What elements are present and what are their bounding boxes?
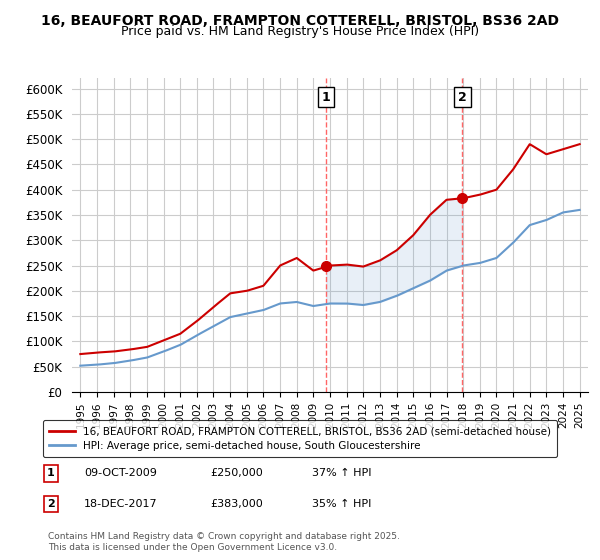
Text: £383,000: £383,000 xyxy=(210,499,263,509)
Text: 35% ↑ HPI: 35% ↑ HPI xyxy=(312,499,371,509)
Text: 16, BEAUFORT ROAD, FRAMPTON COTTERELL, BRISTOL, BS36 2AD: 16, BEAUFORT ROAD, FRAMPTON COTTERELL, B… xyxy=(41,14,559,28)
Text: 1: 1 xyxy=(322,91,331,104)
Text: 37% ↑ HPI: 37% ↑ HPI xyxy=(312,468,371,478)
Text: Price paid vs. HM Land Registry's House Price Index (HPI): Price paid vs. HM Land Registry's House … xyxy=(121,25,479,38)
Text: £250,000: £250,000 xyxy=(210,468,263,478)
Text: 18-DEC-2017: 18-DEC-2017 xyxy=(84,499,158,509)
Text: 1: 1 xyxy=(47,468,55,478)
Legend: 16, BEAUFORT ROAD, FRAMPTON COTTERELL, BRISTOL, BS36 2AD (semi-detached house), : 16, BEAUFORT ROAD, FRAMPTON COTTERELL, B… xyxy=(43,420,557,457)
Text: 09-OCT-2009: 09-OCT-2009 xyxy=(84,468,157,478)
Text: 2: 2 xyxy=(47,499,55,509)
Text: 2: 2 xyxy=(458,91,467,104)
Text: Contains HM Land Registry data © Crown copyright and database right 2025.
This d: Contains HM Land Registry data © Crown c… xyxy=(48,532,400,552)
